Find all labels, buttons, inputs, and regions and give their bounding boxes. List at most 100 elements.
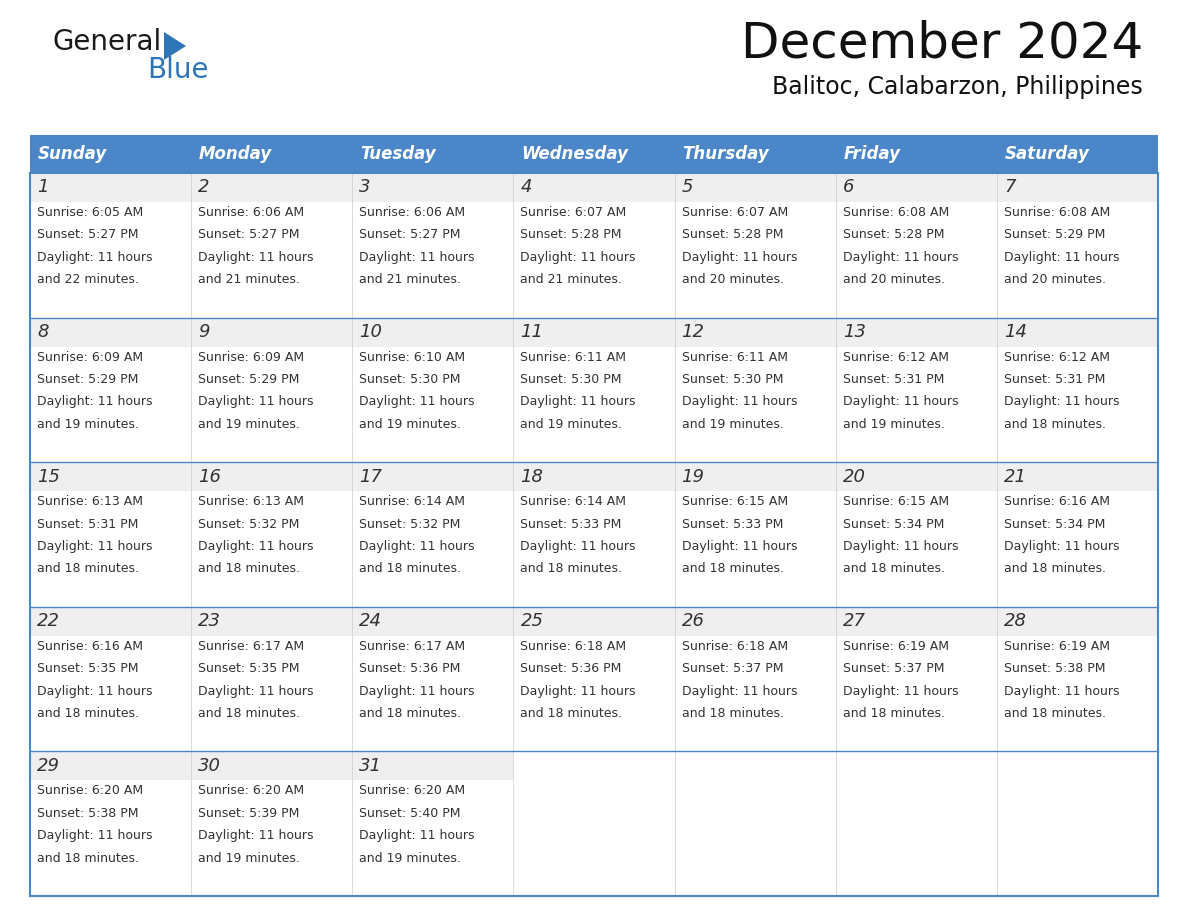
Bar <box>997 462 1158 491</box>
Bar <box>675 318 835 346</box>
Text: 11: 11 <box>520 323 543 341</box>
Text: 7: 7 <box>1004 178 1016 196</box>
Bar <box>835 607 997 636</box>
Text: 4: 4 <box>520 178 532 196</box>
Bar <box>513 173 675 202</box>
Bar <box>675 173 835 202</box>
Text: Daylight: 11 hours: Daylight: 11 hours <box>359 396 475 409</box>
Text: Sunrise: 6:05 AM: Sunrise: 6:05 AM <box>37 206 144 218</box>
Bar <box>30 173 1158 318</box>
Text: and 20 minutes.: and 20 minutes. <box>842 274 944 286</box>
Bar <box>513 607 675 636</box>
Bar <box>191 173 353 202</box>
Text: Sunrise: 6:20 AM: Sunrise: 6:20 AM <box>37 784 143 798</box>
Text: and 18 minutes.: and 18 minutes. <box>842 707 944 720</box>
Text: 29: 29 <box>37 756 61 775</box>
Text: Sunset: 5:35 PM: Sunset: 5:35 PM <box>198 662 299 675</box>
Text: Daylight: 11 hours: Daylight: 11 hours <box>1004 396 1119 409</box>
Text: Sunrise: 6:17 AM: Sunrise: 6:17 AM <box>198 640 304 653</box>
Text: 18: 18 <box>520 467 543 486</box>
Text: Sunset: 5:29 PM: Sunset: 5:29 PM <box>37 373 138 386</box>
Bar <box>353 752 513 780</box>
Text: and 18 minutes.: and 18 minutes. <box>37 563 139 576</box>
Bar <box>675 607 835 636</box>
Text: and 21 minutes.: and 21 minutes. <box>198 274 301 286</box>
Text: Daylight: 11 hours: Daylight: 11 hours <box>520 540 636 553</box>
Bar <box>30 752 191 780</box>
Text: Tuesday: Tuesday <box>360 145 436 163</box>
Text: Sunrise: 6:14 AM: Sunrise: 6:14 AM <box>359 495 466 509</box>
Text: and 19 minutes.: and 19 minutes. <box>198 852 301 865</box>
Text: Sunset: 5:30 PM: Sunset: 5:30 PM <box>359 373 461 386</box>
Text: Sunset: 5:28 PM: Sunset: 5:28 PM <box>682 229 783 241</box>
Text: General: General <box>52 28 162 56</box>
Text: and 18 minutes.: and 18 minutes. <box>682 563 784 576</box>
Text: Sunset: 5:32 PM: Sunset: 5:32 PM <box>359 518 461 531</box>
Bar <box>513 318 675 346</box>
Text: Daylight: 11 hours: Daylight: 11 hours <box>198 396 314 409</box>
Text: Sunset: 5:30 PM: Sunset: 5:30 PM <box>682 373 783 386</box>
Text: and 19 minutes.: and 19 minutes. <box>198 418 301 431</box>
Text: 15: 15 <box>37 467 61 486</box>
Text: Daylight: 11 hours: Daylight: 11 hours <box>359 540 475 553</box>
Text: Daylight: 11 hours: Daylight: 11 hours <box>198 251 314 263</box>
Text: Daylight: 11 hours: Daylight: 11 hours <box>1004 685 1119 698</box>
Text: 1: 1 <box>37 178 49 196</box>
Text: Daylight: 11 hours: Daylight: 11 hours <box>520 685 636 698</box>
Text: Sunrise: 6:18 AM: Sunrise: 6:18 AM <box>682 640 788 653</box>
Text: and 18 minutes.: and 18 minutes. <box>359 707 461 720</box>
Bar <box>997 318 1158 346</box>
Text: Daylight: 11 hours: Daylight: 11 hours <box>842 251 959 263</box>
Text: and 20 minutes.: and 20 minutes. <box>1004 274 1106 286</box>
Text: Sunrise: 6:06 AM: Sunrise: 6:06 AM <box>359 206 466 218</box>
Text: Sunset: 5:34 PM: Sunset: 5:34 PM <box>842 518 944 531</box>
Bar <box>191 318 353 346</box>
Text: Sunset: 5:28 PM: Sunset: 5:28 PM <box>520 229 623 241</box>
Bar <box>835 318 997 346</box>
Text: and 19 minutes.: and 19 minutes. <box>520 418 623 431</box>
Bar <box>30 318 1158 462</box>
Text: and 18 minutes.: and 18 minutes. <box>198 563 301 576</box>
Text: Sunrise: 6:15 AM: Sunrise: 6:15 AM <box>682 495 788 509</box>
Bar <box>191 462 353 491</box>
Text: 13: 13 <box>842 323 866 341</box>
Text: 24: 24 <box>359 612 383 631</box>
Text: Wednesday: Wednesday <box>522 145 628 163</box>
Text: and 20 minutes.: and 20 minutes. <box>682 274 784 286</box>
Text: Sunset: 5:39 PM: Sunset: 5:39 PM <box>198 807 299 820</box>
Text: 20: 20 <box>842 467 866 486</box>
Text: and 18 minutes.: and 18 minutes. <box>37 707 139 720</box>
Text: Sunset: 5:30 PM: Sunset: 5:30 PM <box>520 373 623 386</box>
Text: 5: 5 <box>682 178 693 196</box>
Text: 2: 2 <box>198 178 209 196</box>
Text: Daylight: 11 hours: Daylight: 11 hours <box>842 685 959 698</box>
Text: Sunset: 5:28 PM: Sunset: 5:28 PM <box>842 229 944 241</box>
Text: Daylight: 11 hours: Daylight: 11 hours <box>682 685 797 698</box>
Text: Sunrise: 6:20 AM: Sunrise: 6:20 AM <box>359 784 466 798</box>
Text: 27: 27 <box>842 612 866 631</box>
Text: Daylight: 11 hours: Daylight: 11 hours <box>520 251 636 263</box>
Text: and 18 minutes.: and 18 minutes. <box>682 707 784 720</box>
Text: Sunrise: 6:07 AM: Sunrise: 6:07 AM <box>682 206 788 218</box>
Text: Daylight: 11 hours: Daylight: 11 hours <box>198 829 314 842</box>
Text: Daylight: 11 hours: Daylight: 11 hours <box>37 829 152 842</box>
Bar <box>353 173 513 202</box>
Text: 10: 10 <box>359 323 383 341</box>
Text: Sunset: 5:32 PM: Sunset: 5:32 PM <box>198 518 299 531</box>
Text: Sunrise: 6:19 AM: Sunrise: 6:19 AM <box>842 640 949 653</box>
Bar <box>30 607 191 636</box>
Text: Sunset: 5:38 PM: Sunset: 5:38 PM <box>37 807 139 820</box>
Text: 28: 28 <box>1004 612 1026 631</box>
Text: Daylight: 11 hours: Daylight: 11 hours <box>682 251 797 263</box>
Text: Sunrise: 6:06 AM: Sunrise: 6:06 AM <box>198 206 304 218</box>
Text: 6: 6 <box>842 178 854 196</box>
Text: Daylight: 11 hours: Daylight: 11 hours <box>1004 251 1119 263</box>
Text: Sunset: 5:37 PM: Sunset: 5:37 PM <box>842 662 944 675</box>
Text: Daylight: 11 hours: Daylight: 11 hours <box>37 396 152 409</box>
Text: Daylight: 11 hours: Daylight: 11 hours <box>198 685 314 698</box>
Text: Friday: Friday <box>843 145 901 163</box>
Text: and 21 minutes.: and 21 minutes. <box>520 274 623 286</box>
Polygon shape <box>164 32 187 60</box>
Text: Sunset: 5:27 PM: Sunset: 5:27 PM <box>359 229 461 241</box>
Text: Sunset: 5:36 PM: Sunset: 5:36 PM <box>520 662 621 675</box>
